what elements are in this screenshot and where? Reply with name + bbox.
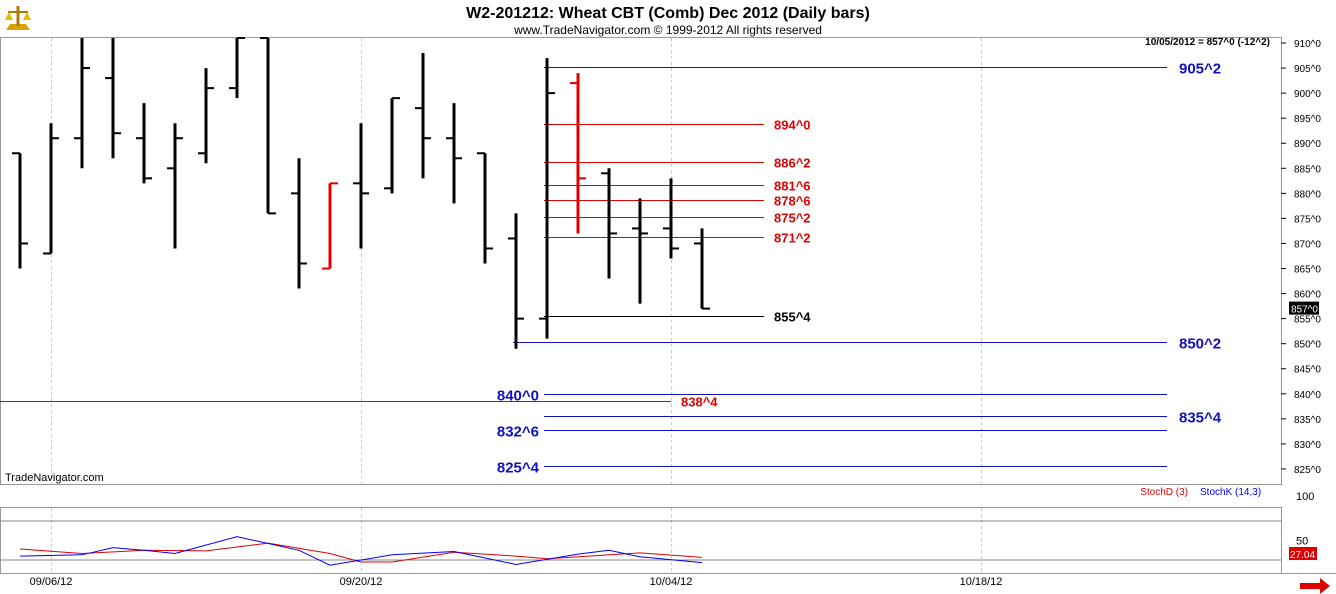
price-tick-label: 885^0 (1294, 164, 1321, 175)
last-quote: 10/05/2012 = 857^0 (-12^2) (1145, 37, 1270, 48)
level-label: 835^4 (1179, 410, 1222, 427)
price-tick-label: 870^0 (1294, 239, 1321, 250)
scroll-right-arrow-icon[interactable] (1300, 578, 1330, 594)
stochastic-panel: 100 50 StochD (3) StochK (14,3) 27.04 (0, 487, 1317, 566)
stoch-last-label: 27.04 (1290, 550, 1315, 561)
date-tick-label: 10/18/12 (960, 576, 1003, 588)
price-tick-label: 890^0 (1294, 139, 1321, 150)
level-label: 878^6 (774, 194, 811, 209)
date-tick-label: 09/06/12 (30, 576, 73, 588)
level-label: 832^6 (497, 424, 539, 441)
chart-copyright: www.TradeNavigator.com © 1999-2012 All r… (513, 23, 822, 37)
last-price-label: 857^0 (1291, 305, 1318, 316)
stoch-series-line (19, 536, 703, 566)
price-tick-label: 865^0 (1294, 265, 1321, 276)
level-label: 840^0 (497, 388, 539, 405)
level-label: 886^2 (774, 156, 811, 171)
stochK-legend: StochK (14,3) (1200, 487, 1261, 498)
level-label: 894^0 (774, 118, 811, 133)
chart-title: W2-201212: Wheat CBT (Comb) Dec 2012 (Da… (466, 5, 870, 22)
price-tick-label: 905^0 (1294, 64, 1321, 75)
price-tick-label: 880^0 (1294, 189, 1321, 200)
logo-icon (5, 6, 31, 30)
stoch-tick-label: 50 (1296, 536, 1308, 548)
date-tick-label: 10/04/12 (650, 576, 693, 588)
price-tick-label: 845^0 (1294, 365, 1321, 376)
level-label: 855^4 (774, 310, 811, 325)
price-tick-label: 850^0 (1294, 340, 1321, 351)
price-tick-label: 860^0 (1294, 290, 1321, 301)
price-axis: 910^0 905^0 900^0 895^0 890^0 885^0 880^0 875^0… (1281, 39, 1321, 476)
level-label: 875^2 (774, 211, 811, 226)
price-tick-label: 825^0 (1294, 465, 1321, 476)
price-panel-frame (0, 37, 1282, 485)
price-tick-label: 910^0 (1294, 39, 1321, 50)
price-tick-label: 855^0 (1294, 315, 1321, 326)
level-label: 838^4 (681, 395, 718, 410)
price-tick-label: 900^0 (1294, 89, 1321, 100)
price-tick-label: 835^0 (1294, 415, 1321, 426)
stochD-legend: StochD (3) (1140, 487, 1188, 498)
price-tick-label: 840^0 (1294, 390, 1321, 401)
stoch-last-box (1289, 547, 1317, 560)
level-label: 850^2 (1179, 336, 1221, 353)
grid (51, 38, 982, 573)
level-label: 871^2 (774, 231, 811, 246)
watermark: TradeNavigator.com (5, 472, 104, 484)
date-tick-label: 09/20/12 (340, 576, 383, 588)
last-price-box (1289, 301, 1319, 315)
stoch-panel-frame (0, 507, 1282, 574)
stoch-tick-label: 100 (1296, 491, 1314, 503)
date-axis: 09/06/12 09/20/12 10/04/12 10/18/12 (30, 576, 1003, 588)
price-bars (12, 37, 710, 349)
price-tick-label: 895^0 (1294, 114, 1321, 125)
price-tick-label: 875^0 (1294, 214, 1321, 225)
level-label: 881^6 (774, 179, 811, 194)
level-label: 905^2 (1179, 61, 1221, 78)
price-tick-label: 830^0 (1294, 440, 1321, 451)
level-label: 825^4 (497, 460, 540, 477)
